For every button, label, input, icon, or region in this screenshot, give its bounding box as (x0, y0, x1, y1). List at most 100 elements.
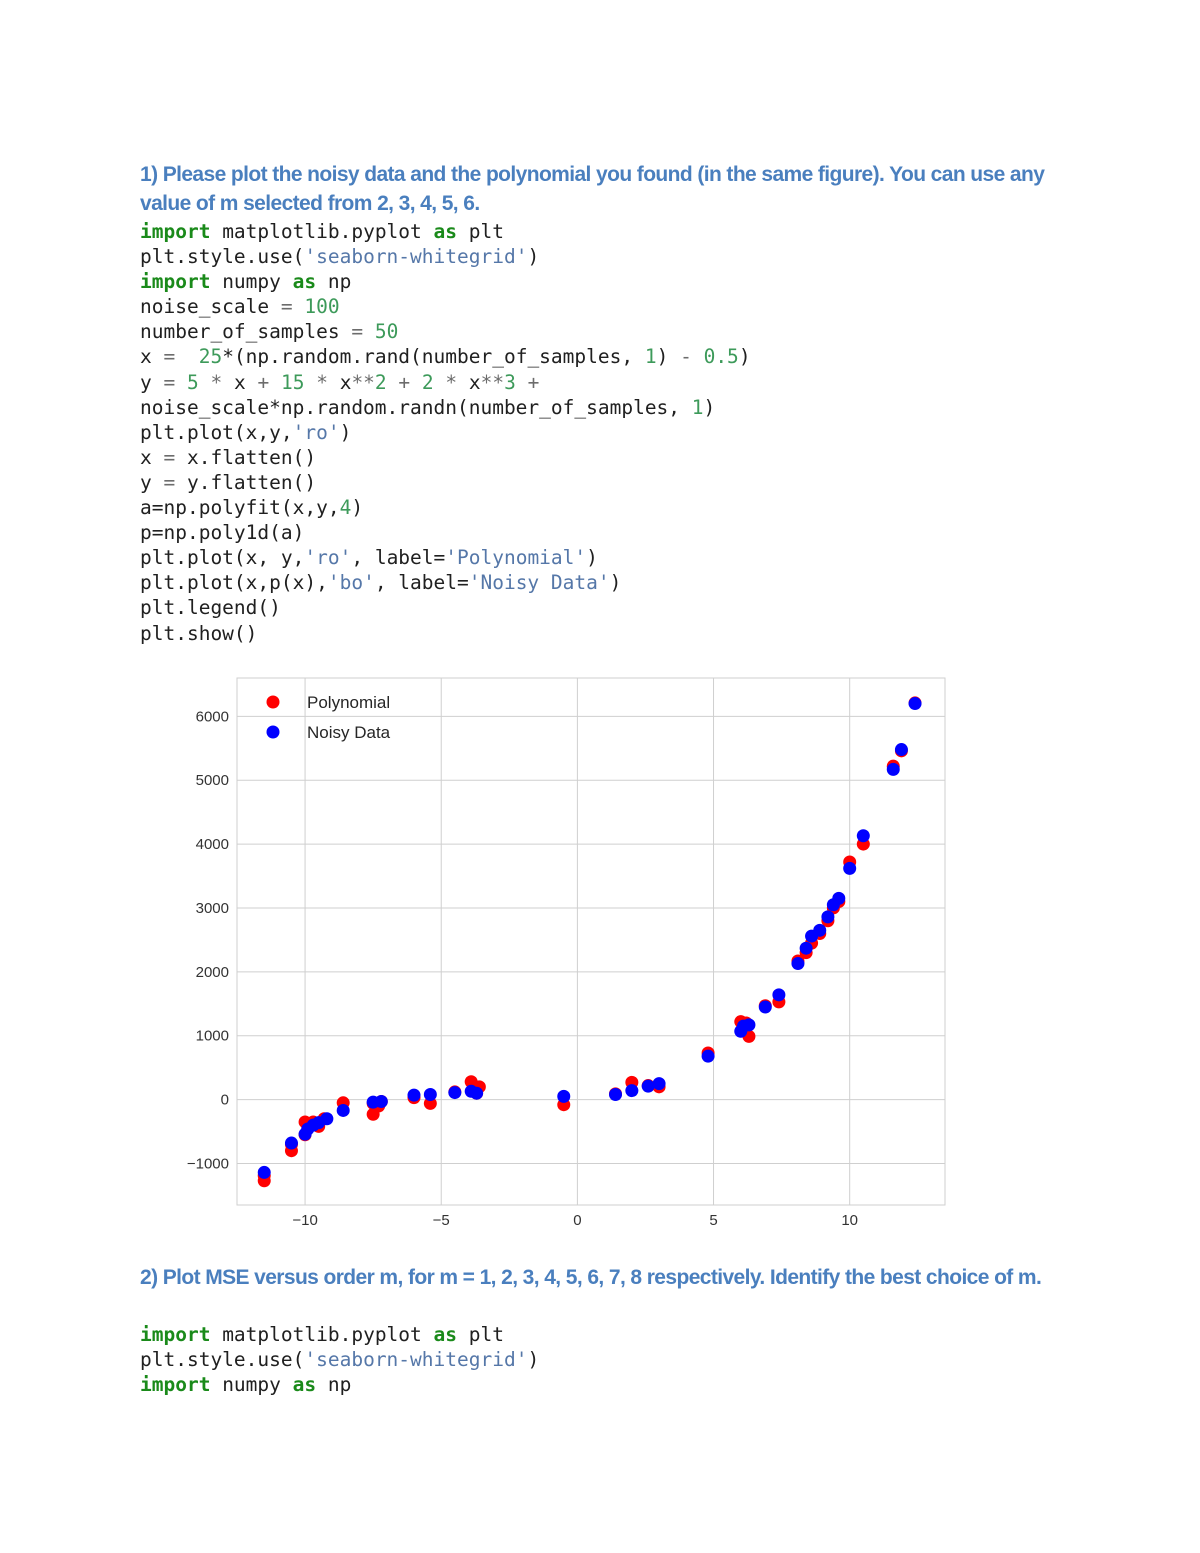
code-token: noise_scale*np.random.randn(number_of_sa… (140, 395, 692, 419)
code-line: number_of_samples = 50 (140, 319, 751, 344)
code-token: 'Polynomial' (445, 546, 587, 570)
code-token: 2 (421, 370, 434, 394)
code-token: import (140, 220, 211, 243)
code-token: matplotlib.pyplot (210, 1323, 434, 1346)
x-tick-label: 0 (573, 1212, 581, 1229)
code-token: plt.style.use( (140, 245, 305, 269)
code-token: x.flatten() (175, 445, 317, 469)
data-point-noisy-data (799, 941, 813, 955)
code-token: as (292, 1373, 317, 1397)
data-point-noisy-data (257, 1165, 271, 1179)
code-token: = (163, 445, 176, 469)
data-point-noisy-data (821, 910, 835, 924)
code-token: x (140, 345, 164, 369)
code-token: 'seaborn-whitegrid' (304, 245, 528, 269)
data-point-noisy-data (407, 1088, 421, 1102)
code-token: 'bo' (327, 571, 375, 595)
code-token: y (140, 370, 164, 394)
code-token: numpy (210, 1373, 293, 1397)
code-token: ** (351, 370, 375, 394)
code-token: import (140, 270, 211, 294)
code-token: 1 (691, 395, 704, 419)
code-token (269, 371, 281, 394)
code-token: np (316, 1373, 352, 1397)
code-line: y = y.flatten() (140, 470, 751, 495)
code-token: plt.plot(x,y, (140, 420, 293, 444)
code-token: 'Noisy Data' (468, 571, 610, 595)
code-block-2: import matplotlib.pyplot as plt plt.style… (140, 1322, 539, 1397)
code-token: , label= (351, 546, 446, 570)
legend-marker (266, 695, 280, 709)
code-token: plt (457, 220, 504, 243)
code-line: plt.style.use('seaborn-whitegrid') (140, 1347, 539, 1372)
code-token: ) (527, 1348, 540, 1372)
data-point-polynomial (423, 1096, 437, 1110)
code-token (293, 295, 305, 318)
code-token: plt.plot(x, y, (140, 546, 305, 570)
data-point-noisy-data (886, 762, 900, 776)
code-token: 'seaborn-whitegrid' (304, 1348, 528, 1372)
x-tick-label: 5 (709, 1212, 717, 1229)
code-token: p=np.poly1d(a) (140, 521, 305, 545)
data-point-noisy-data (557, 1089, 571, 1103)
code-token (410, 371, 422, 394)
code-token: number_of_samples (140, 320, 352, 344)
code-token: ) (609, 571, 622, 595)
code-token: 'ro' (292, 420, 340, 444)
code-token: = (163, 470, 176, 494)
code-line: plt.plot(x,y,'ro') (140, 420, 751, 445)
code-token: ) (351, 496, 364, 520)
code-token: plt.plot(x,p(x), (140, 571, 328, 595)
data-point-noisy-data (843, 861, 857, 875)
question-1-heading: 1) Please plot the noisy data and the po… (140, 163, 1045, 215)
code-token: * (316, 370, 328, 394)
code-token: 2 (374, 370, 387, 394)
code-token: 4 (339, 496, 352, 520)
code-token: y (140, 470, 164, 494)
code-token: import (140, 1373, 211, 1397)
code-line: plt.plot(x,p(x),'bo', label='Noisy Data'… (140, 570, 751, 595)
data-point-noisy-data (832, 891, 846, 905)
code-line: noise_scale*np.random.randn(number_of_sa… (140, 395, 751, 420)
code-token: x (327, 370, 352, 394)
data-point-noisy-data (742, 1018, 756, 1032)
code-token: ) (703, 395, 716, 419)
data-point-noisy-data (470, 1086, 484, 1100)
code-token: 5 (186, 370, 199, 394)
code-token: + (398, 370, 411, 394)
code-token: numpy (210, 270, 293, 294)
data-point-noisy-data (374, 1095, 388, 1109)
data-point-noisy-data (609, 1087, 623, 1101)
legend-marker (266, 725, 280, 739)
code-token: 15 (280, 370, 305, 394)
code-token: * (445, 370, 458, 394)
data-point-noisy-data (448, 1086, 462, 1100)
code-token: x (457, 370, 481, 394)
code-line: a=np.polyfit(x,y,4) (140, 495, 751, 520)
code-token: 25 (198, 345, 223, 369)
x-tick-label: 10 (841, 1212, 858, 1229)
code-token: , label= (374, 571, 469, 595)
legend-label: Polynomial (307, 693, 390, 712)
code-line: noise_scale = 100 (140, 294, 751, 319)
data-point-noisy-data (284, 1136, 298, 1150)
question-2-heading: 2) Plot MSE versus order m, for m = 1, 2… (140, 1266, 1042, 1289)
code-token: plt.legend() (140, 596, 281, 620)
code-token (175, 345, 198, 368)
data-point-noisy-data (856, 829, 870, 843)
y-tick-label: 4000 (196, 836, 229, 853)
code-line: plt.legend() (140, 595, 751, 620)
code-token (434, 371, 446, 394)
code-line: x = 25*(np.random.rand(number_of_samples… (140, 344, 751, 369)
code-token: + (257, 370, 270, 394)
data-point-noisy-data (625, 1084, 639, 1098)
code-token (199, 371, 211, 394)
y-tick-label: 1000 (196, 1028, 229, 1045)
code-token: 0.5 (703, 345, 739, 369)
y-tick-label: 5000 (196, 772, 229, 789)
data-point-noisy-data (908, 697, 922, 711)
code-token: plt.show() (140, 621, 258, 645)
code-block-1: import matplotlib.pyplot as plt plt.style… (140, 219, 751, 646)
y-tick-label: 0 (221, 1092, 229, 1109)
data-point-noisy-data (652, 1077, 666, 1091)
